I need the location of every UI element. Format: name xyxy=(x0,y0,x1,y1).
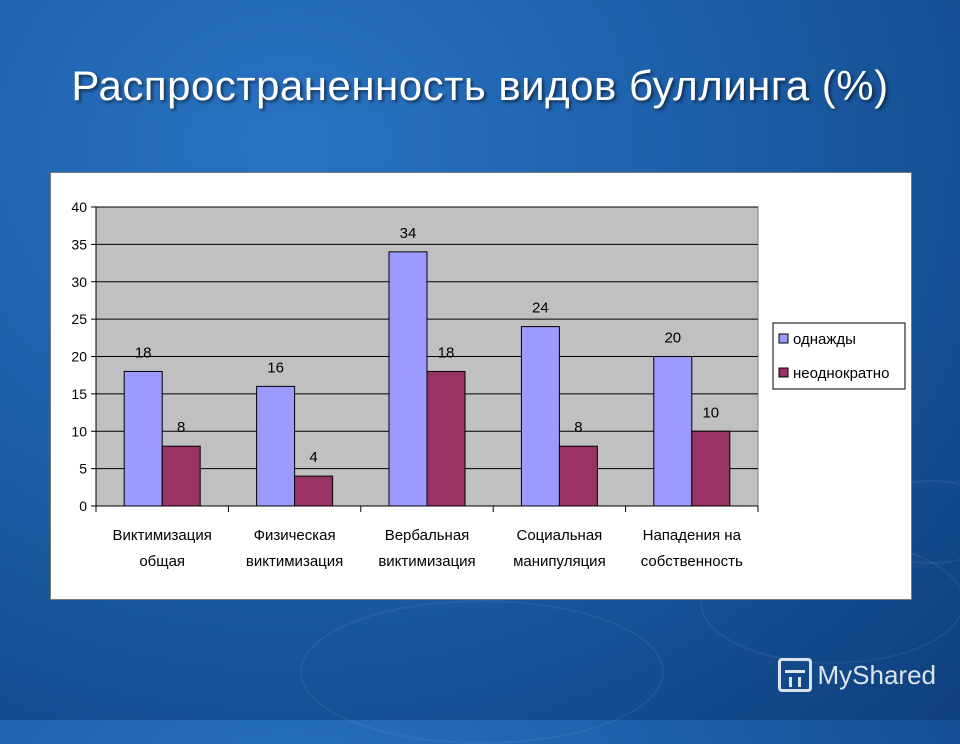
x-tick-label: Виктимизация xyxy=(113,527,212,544)
legend-label: однажды xyxy=(793,331,856,348)
x-tick-label: Нападения на xyxy=(643,527,742,544)
bar-неоднократно xyxy=(558,445,598,507)
x-tick-label: виктимизация xyxy=(378,553,475,570)
data-label: 18 xyxy=(135,344,152,361)
bar-chart: 0 5 10 15 20 25 30 35 40 18 8 Виктимизация общая 16 4 Ф… xyxy=(71,199,906,570)
y-tick-label: 10 xyxy=(71,423,87,439)
data-label: 16 xyxy=(267,359,284,376)
bar-однажды xyxy=(123,370,163,507)
data-label: 34 xyxy=(400,225,417,242)
x-tick-label: Физическая xyxy=(254,527,336,544)
data-label: 18 xyxy=(438,344,455,361)
legend-swatch xyxy=(778,367,789,378)
y-tick-label: 15 xyxy=(71,386,87,402)
chart-frame: 0 5 10 15 20 25 30 35 40 18 8 Виктимизация общая 16 4 Ф… xyxy=(50,172,912,600)
bar-неоднократно xyxy=(161,445,201,507)
x-tick-label: манипуляция xyxy=(513,553,606,570)
y-tick-label: 5 xyxy=(79,461,87,477)
y-tick-label: 25 xyxy=(71,311,87,327)
y-tick-label: 40 xyxy=(71,199,87,215)
x-tick-label: Социальная xyxy=(516,527,602,544)
bar-однажды xyxy=(256,385,296,507)
watermark-text: MyShared xyxy=(817,659,937,690)
y-tick-label: 30 xyxy=(71,274,87,290)
y-tick-label: 0 xyxy=(79,498,87,514)
data-label: 8 xyxy=(177,419,185,436)
legend-box xyxy=(772,322,906,390)
data-label: 8 xyxy=(574,419,582,436)
bar-однажды xyxy=(653,356,693,507)
bar-неоднократно xyxy=(294,475,334,507)
data-label: 20 xyxy=(664,330,681,347)
background-ripple xyxy=(300,600,664,744)
x-tick-label: собственность xyxy=(641,553,743,570)
bar-неоднократно xyxy=(426,370,466,507)
legend-label: неоднократно xyxy=(793,365,889,382)
x-tick-label: Вербальная xyxy=(385,527,470,544)
bar-однажды xyxy=(520,326,560,507)
x-tick-label: общая xyxy=(139,553,185,570)
data-label: 24 xyxy=(532,300,549,317)
bar-неоднократно xyxy=(691,430,731,507)
slide-title: Распространенность видов буллинга (%) xyxy=(71,62,889,109)
myshared-logo-icon xyxy=(777,658,812,692)
bar-однажды xyxy=(388,251,428,507)
watermark: MyShared xyxy=(777,658,937,692)
data-label: 4 xyxy=(309,449,317,466)
x-tick-label: виктимизация xyxy=(246,553,343,570)
y-tick-label: 35 xyxy=(71,236,87,252)
data-label: 10 xyxy=(702,404,719,421)
y-tick-label: 20 xyxy=(71,349,87,365)
legend-swatch xyxy=(778,333,789,344)
